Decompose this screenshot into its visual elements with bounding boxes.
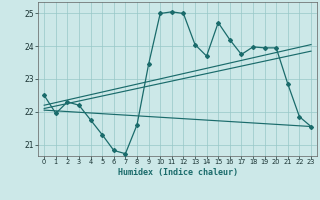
X-axis label: Humidex (Indice chaleur): Humidex (Indice chaleur) bbox=[118, 168, 238, 177]
